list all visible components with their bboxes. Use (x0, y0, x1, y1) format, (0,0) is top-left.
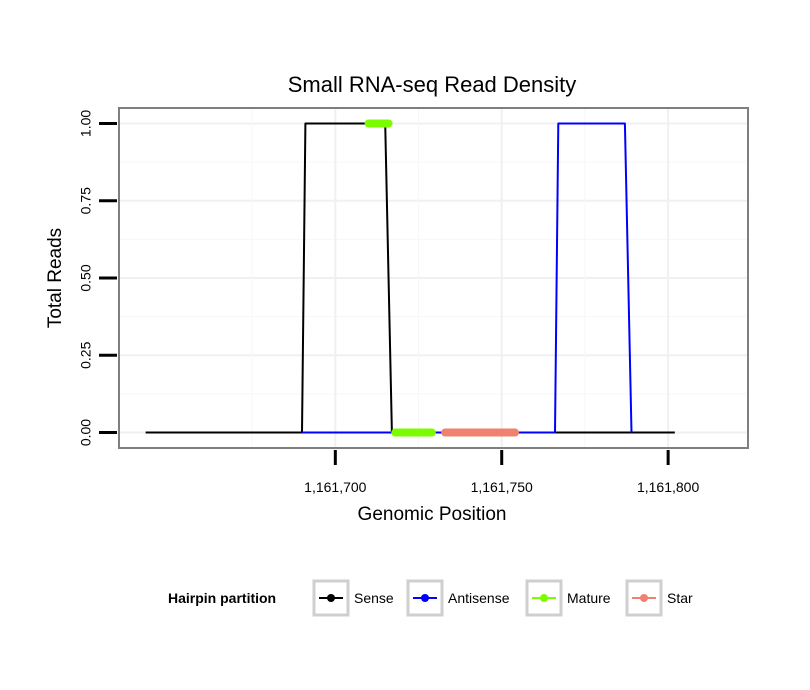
y-tick-label: 0.75 (78, 187, 94, 214)
x-axis-title: Genomic Position (358, 504, 507, 525)
y-tick-label: 0.25 (78, 341, 94, 368)
plot-panel-border (118, 107, 749, 449)
series-layer (145, 119, 675, 437)
legend: Hairpin partition Sense Antisense Mature St… (168, 579, 693, 617)
y-tick-label: 0.50 (78, 264, 94, 291)
x-tick-label: 1,161,700 (304, 479, 366, 495)
y-axis-title: Total Reads (45, 228, 66, 328)
legend-key-point-antisense (421, 594, 429, 602)
x-tick-label: 1,161,800 (637, 479, 699, 495)
legend-label-sense: Sense (354, 590, 394, 606)
chart-title: Small RNA-seq Read Density (288, 72, 577, 97)
legend-label-antisense: Antisense (448, 590, 510, 606)
legend-label-star: Star (667, 590, 693, 606)
legend-key-point-star (640, 594, 648, 602)
legend-key-point-mature (540, 594, 548, 602)
legend-title: Hairpin partition (168, 590, 276, 606)
x-tick-label: 1,161,750 (471, 479, 533, 495)
axes-layer: 0.00 0.25 0.50 0.75 1.00 1,161,700 1,161,750 1,… (78, 110, 700, 495)
y-tick-label: 0.00 (78, 419, 94, 446)
legend-key-point-sense (327, 594, 335, 602)
y-tick-label: 1.00 (78, 110, 94, 137)
legend-label-mature: Mature (567, 590, 611, 606)
